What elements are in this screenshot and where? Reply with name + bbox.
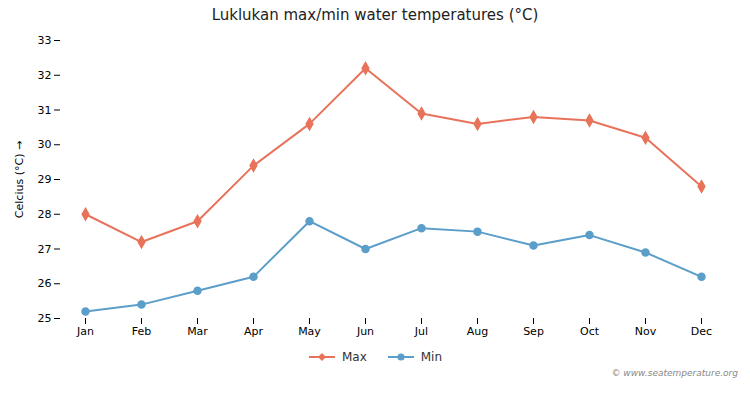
svg-text:26: 26: [38, 277, 52, 290]
svg-text:Oct: Oct: [580, 325, 600, 338]
svg-text:28: 28: [38, 208, 52, 221]
html-text:Min: Min: [420, 350, 442, 364]
svg-text:Jan: Jan: [76, 325, 94, 338]
svg-text:Apr: Apr: [244, 325, 264, 338]
svg-text:Feb: Feb: [132, 325, 151, 338]
svg-text:Aug: Aug: [467, 325, 488, 338]
svg-text:29: 29: [38, 173, 52, 186]
svg-text:32: 32: [38, 69, 52, 82]
svg-text:33: 33: [38, 34, 52, 47]
html-text:© www.seatemperature.org: © www.seatemperature.org: [611, 368, 738, 378]
svg-text:Celcius (°C) →: Celcius (°C) →: [13, 141, 26, 218]
svg-text:31: 31: [38, 104, 52, 117]
svg-text:Dec: Dec: [691, 325, 712, 338]
svg-text:Jun: Jun: [356, 325, 374, 338]
svg-text:25: 25: [38, 312, 52, 325]
svg-text:Mar: Mar: [187, 325, 208, 338]
svg-text:27: 27: [38, 243, 52, 256]
svg-text:May: May: [298, 325, 321, 338]
svg-text:Jul: Jul: [414, 325, 428, 338]
svg-text:30: 30: [38, 138, 52, 151]
svg-text:Nov: Nov: [635, 325, 657, 338]
svg-text:Sep: Sep: [523, 325, 544, 338]
html-text:Max: Max: [341, 350, 367, 364]
html-text:Luklukan max/min water tempera: Luklukan max/min water temperatures (°C): [211, 6, 539, 24]
